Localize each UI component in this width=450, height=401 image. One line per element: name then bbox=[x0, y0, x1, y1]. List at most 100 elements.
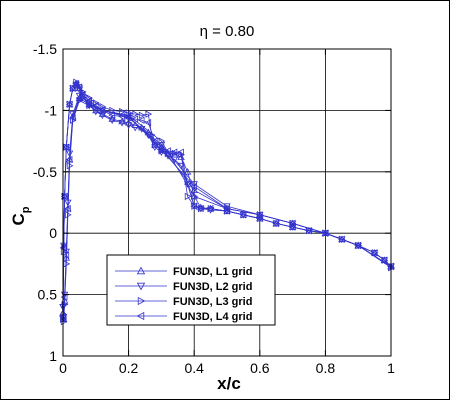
legend-label: FUN3D, L3 grid bbox=[173, 296, 252, 308]
y-tick-label: 1 bbox=[49, 348, 57, 364]
data-point-marker bbox=[206, 207, 215, 214]
data-point-marker bbox=[136, 266, 146, 275]
y-axis-label: Cp bbox=[9, 206, 32, 225]
data-point-marker bbox=[78, 90, 86, 99]
data-point-marker bbox=[138, 111, 146, 119]
data-point-marker bbox=[108, 115, 116, 122]
y-tick-label: -1.5 bbox=[33, 41, 57, 57]
x-tick-label: 0.4 bbox=[184, 360, 204, 376]
data-point-marker bbox=[191, 192, 199, 201]
data-point-marker bbox=[62, 251, 70, 259]
data-point-marker bbox=[85, 100, 92, 108]
x-tick-label: 0.8 bbox=[316, 360, 336, 376]
data-point-marker bbox=[118, 119, 126, 127]
data-point-marker bbox=[132, 110, 140, 118]
data-point-marker bbox=[136, 282, 146, 291]
data-point-marker bbox=[124, 112, 132, 121]
data-point-marker bbox=[183, 180, 191, 188]
legend-entry: FUN3D, L3 grid bbox=[115, 296, 252, 308]
data-point-marker bbox=[136, 311, 145, 321]
data-point-marker bbox=[137, 116, 145, 124]
data-point-marker bbox=[170, 156, 179, 164]
y-tick-label: -1 bbox=[45, 102, 58, 118]
data-point-marker bbox=[65, 100, 73, 108]
data-point-marker bbox=[183, 167, 192, 175]
x-tick-label: 1 bbox=[387, 360, 395, 376]
data-point-marker bbox=[354, 241, 362, 250]
data-point-marker bbox=[196, 204, 204, 213]
data-point-marker bbox=[380, 257, 389, 265]
data-point-marker bbox=[206, 204, 214, 213]
data-point-marker bbox=[76, 96, 84, 105]
data-point-marker bbox=[255, 211, 263, 219]
data-point-marker bbox=[75, 94, 83, 102]
data-point-marker bbox=[190, 186, 198, 194]
data-point-marker bbox=[131, 124, 139, 132]
legend-entry: FUN3D, L2 grid bbox=[115, 281, 252, 293]
data-point-marker bbox=[68, 114, 76, 122]
data-point-marker bbox=[158, 137, 166, 145]
data-point-marker bbox=[288, 219, 296, 228]
data-point-marker bbox=[69, 85, 77, 93]
data-point-marker bbox=[65, 211, 72, 219]
data-point-marker bbox=[62, 143, 70, 151]
series-triangle-left bbox=[59, 79, 394, 323]
x-tick-label: 0.2 bbox=[119, 360, 139, 376]
data-point-marker bbox=[98, 110, 107, 117]
data-point-marker bbox=[370, 249, 378, 257]
y-tick-label: 0.5 bbox=[38, 287, 58, 303]
data-point-marker bbox=[197, 203, 205, 211]
data-point-marker bbox=[119, 107, 126, 116]
data-point-marker bbox=[118, 117, 126, 125]
data-point-marker bbox=[65, 155, 73, 164]
legend-entry: FUN3D, L1 grid bbox=[115, 266, 252, 278]
data-point-marker bbox=[157, 146, 165, 154]
data-point-marker bbox=[165, 149, 172, 158]
data-point-marker bbox=[92, 108, 100, 116]
x-tick-label: 0.6 bbox=[250, 360, 270, 376]
data-point-marker bbox=[108, 111, 115, 119]
data-point-marker bbox=[255, 214, 263, 223]
y-tick-label: -0.5 bbox=[33, 164, 57, 180]
data-point-marker bbox=[370, 249, 379, 257]
data-point-marker bbox=[72, 79, 79, 88]
data-point-marker bbox=[321, 229, 329, 237]
data-point-marker bbox=[288, 223, 296, 231]
data-point-marker bbox=[144, 119, 152, 127]
data-point-marker bbox=[190, 192, 198, 200]
data-point-marker bbox=[68, 84, 76, 92]
data-point-marker bbox=[108, 117, 116, 125]
chart-title: η = 0.80 bbox=[200, 23, 255, 40]
data-point-marker bbox=[138, 126, 146, 133]
data-point-marker bbox=[85, 96, 92, 105]
data-point-marker bbox=[190, 182, 198, 191]
legend-label: FUN3D, L2 grid bbox=[173, 281, 252, 293]
data-point-marker bbox=[145, 110, 153, 118]
data-point-marker bbox=[65, 150, 74, 158]
series-line-upper bbox=[62, 82, 392, 317]
data-point-marker bbox=[75, 83, 83, 91]
data-point-marker bbox=[223, 204, 230, 213]
series-line-lower bbox=[62, 97, 392, 320]
data-point-marker bbox=[66, 162, 74, 170]
data-point-marker bbox=[131, 115, 139, 123]
data-point-marker bbox=[98, 106, 106, 115]
x-axis-label: x/c bbox=[217, 374, 241, 393]
legend-label: FUN3D, L1 grid bbox=[173, 266, 252, 278]
data-point-marker bbox=[124, 122, 133, 129]
data-point-marker bbox=[239, 211, 247, 219]
series-layer bbox=[59, 78, 395, 326]
data-point-marker bbox=[184, 192, 192, 201]
data-point-marker bbox=[79, 88, 87, 96]
data-point-marker bbox=[305, 227, 312, 235]
data-point-marker bbox=[177, 148, 184, 156]
legend-label: FUN3D, L4 grid bbox=[173, 311, 252, 323]
data-point-marker bbox=[61, 300, 69, 309]
data-point-marker bbox=[272, 219, 280, 228]
data-point-marker bbox=[337, 235, 345, 243]
y-tick-label: 0 bbox=[49, 225, 57, 241]
data-point-marker bbox=[60, 293, 68, 301]
data-point-marker bbox=[64, 204, 71, 213]
